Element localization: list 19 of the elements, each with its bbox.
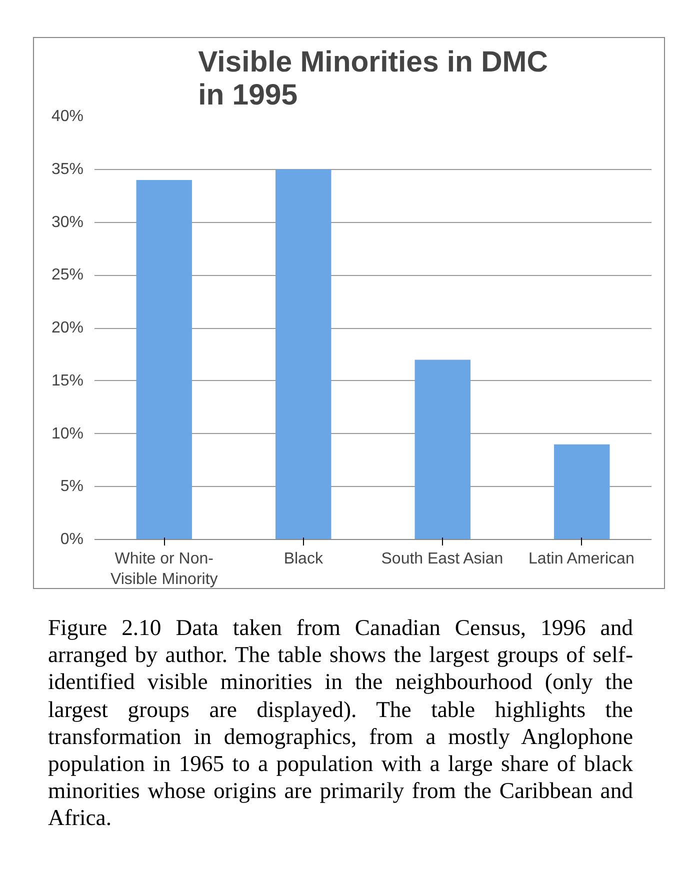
bar [554, 444, 610, 540]
y-tick-label: 40% [51, 108, 84, 125]
x-tick-label: White or Non-Visible Minority [110, 550, 218, 588]
y-tick-label: 25% [51, 266, 84, 284]
y-tick-label: 30% [51, 214, 84, 231]
y-tick-label: 15% [51, 372, 84, 390]
caption: Figure 2.10 Data taken from Canadian Census, 1996 and arranged by author. The table shows the largest groups of self-identified visible minorities in the neighbourhood (only the largest groups are displayed). The table highlights the transformation in demographics, from a mostly Anglophone population in 1965 to a population with a large share of black minorities whose origins are primarily from the Caribbean and Africa. [48, 614, 633, 832]
chart-title: Visible Minorities in DMC in 1995 [198, 46, 548, 112]
x-tick-label: Black [284, 550, 324, 568]
bar [136, 180, 192, 540]
x-tick-label: Latin American [528, 550, 634, 568]
y-tick-label: 5% [60, 478, 84, 496]
y-tick-label: 35% [51, 160, 84, 178]
y-tick-label: 0% [60, 531, 84, 548]
bar [276, 169, 332, 540]
bar [414, 360, 470, 540]
x-tick-label: South East Asian [381, 550, 504, 568]
y-tick-label: 20% [51, 320, 84, 336]
y-tick-label: 10% [51, 425, 84, 442]
